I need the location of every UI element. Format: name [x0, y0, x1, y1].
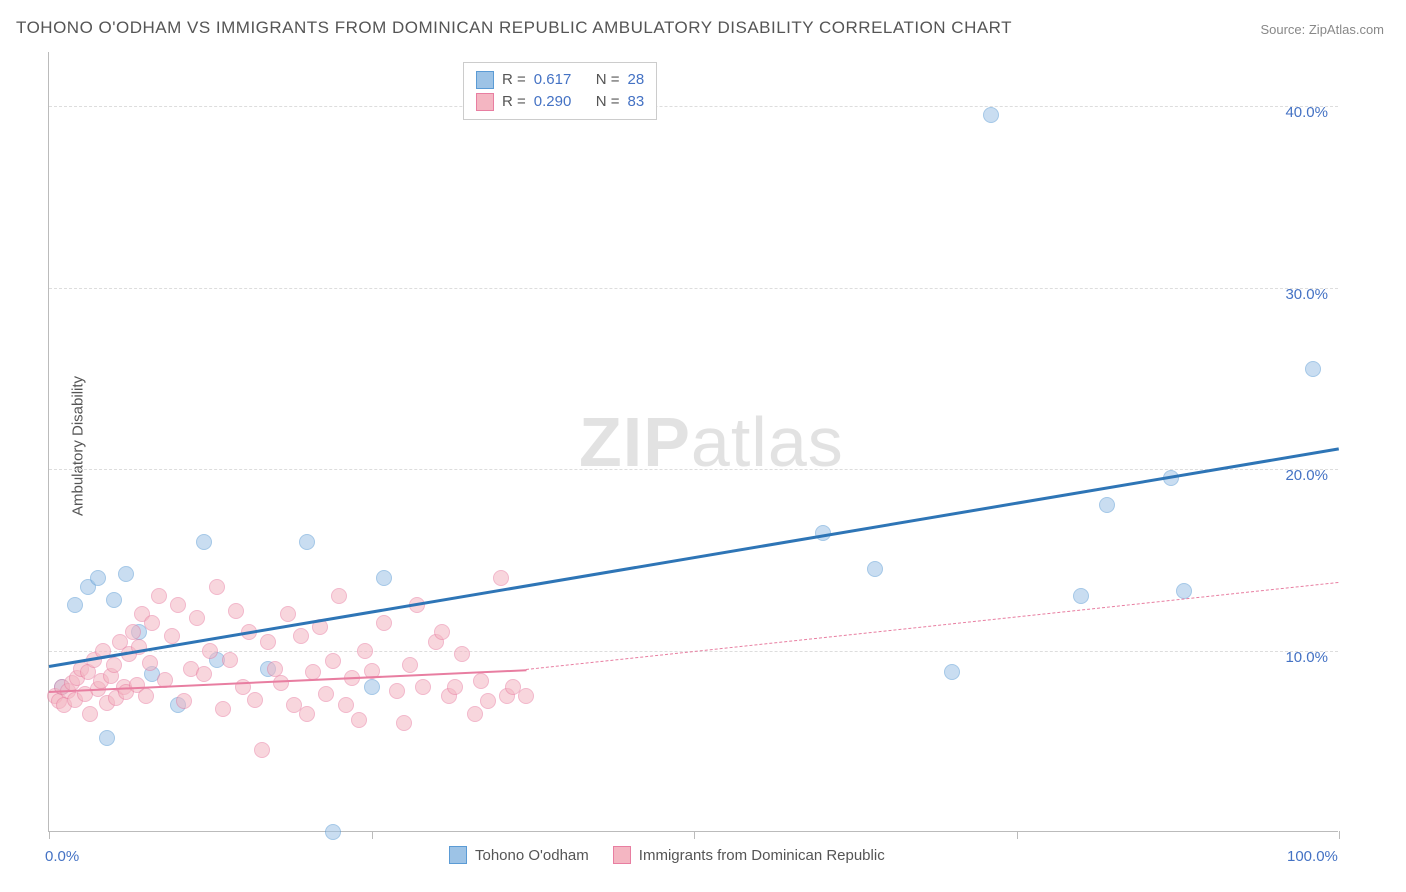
data-point	[280, 606, 296, 622]
gridline-horizontal	[49, 288, 1338, 289]
data-point	[106, 657, 122, 673]
legend-n-label: N =	[596, 69, 620, 91]
legend-row: R = 0.617 N = 28	[476, 69, 644, 91]
source-attribution: Source: ZipAtlas.com	[1260, 22, 1384, 37]
data-point	[138, 688, 154, 704]
scatter-plot-area: ZIPatlas 10.0%20.0%30.0%40.0%0.0%100.0%R…	[48, 52, 1338, 832]
data-point	[196, 666, 212, 682]
data-point	[293, 628, 309, 644]
x-tick	[694, 831, 695, 839]
gridline-horizontal	[49, 106, 1338, 107]
data-point	[325, 824, 341, 840]
data-point	[447, 679, 463, 695]
data-point	[164, 628, 180, 644]
series-legend: Tohono O'odham Immigrants from Dominican …	[449, 846, 885, 864]
data-point	[82, 706, 98, 722]
x-tick-label: 0.0%	[45, 848, 79, 865]
data-point	[331, 588, 347, 604]
trend-line	[526, 582, 1339, 670]
data-point	[90, 570, 106, 586]
data-point	[357, 643, 373, 659]
data-point	[944, 664, 960, 680]
y-tick-label: 10.0%	[1285, 649, 1328, 666]
data-point	[518, 688, 534, 704]
legend-swatch	[476, 71, 494, 89]
data-point	[144, 615, 160, 631]
data-point	[467, 706, 483, 722]
data-point	[338, 697, 354, 713]
gridline-horizontal	[49, 469, 1338, 470]
y-tick-label: 30.0%	[1285, 286, 1328, 303]
data-point	[415, 679, 431, 695]
x-tick-label: 100.0%	[1287, 848, 1338, 865]
data-point	[1176, 583, 1192, 599]
x-tick	[1017, 831, 1018, 839]
data-point	[215, 701, 231, 717]
data-point	[151, 588, 167, 604]
legend-row: R = 0.290 N = 83	[476, 91, 644, 113]
data-point	[106, 592, 122, 608]
data-point	[473, 673, 489, 689]
data-point	[389, 683, 405, 699]
data-point	[189, 610, 205, 626]
x-tick	[1339, 831, 1340, 839]
data-point	[454, 646, 470, 662]
data-point	[1073, 588, 1089, 604]
legend-n-value: 28	[628, 69, 645, 91]
data-point	[118, 566, 134, 582]
trend-line	[49, 447, 1339, 668]
data-point	[196, 534, 212, 550]
legend-item: Immigrants from Dominican Republic	[613, 846, 885, 864]
data-point	[142, 655, 158, 671]
data-point	[1099, 497, 1115, 513]
data-point	[260, 634, 276, 650]
data-point	[1305, 361, 1321, 377]
data-point	[867, 561, 883, 577]
data-point	[364, 679, 380, 695]
legend-swatch	[476, 93, 494, 111]
data-point	[247, 692, 263, 708]
legend-series-name: Immigrants from Dominican Republic	[639, 847, 885, 864]
data-point	[396, 715, 412, 731]
data-point	[299, 706, 315, 722]
x-tick	[372, 831, 373, 839]
data-point	[325, 653, 341, 669]
chart-title: TOHONO O'ODHAM VS IMMIGRANTS FROM DOMINI…	[16, 18, 1012, 38]
data-point	[351, 712, 367, 728]
data-point	[376, 570, 392, 586]
y-tick-label: 20.0%	[1285, 467, 1328, 484]
data-point	[434, 624, 450, 640]
y-tick-label: 40.0%	[1285, 104, 1328, 121]
data-point	[209, 579, 225, 595]
data-point	[273, 675, 289, 691]
data-point	[222, 652, 238, 668]
legend-r-value: 0.617	[534, 69, 588, 91]
data-point	[318, 686, 334, 702]
legend-series-name: Tohono O'odham	[475, 847, 589, 864]
data-point	[254, 742, 270, 758]
legend-r-label: R =	[502, 91, 526, 113]
data-point	[228, 603, 244, 619]
data-point	[67, 597, 83, 613]
legend-swatch	[449, 846, 467, 864]
data-point	[99, 730, 115, 746]
correlation-legend: R = 0.617 N = 28 R = 0.290 N = 83	[463, 62, 657, 120]
x-tick	[49, 831, 50, 839]
legend-n-value: 83	[628, 91, 645, 113]
data-point	[202, 643, 218, 659]
legend-r-label: R =	[502, 69, 526, 91]
data-point	[402, 657, 418, 673]
legend-swatch	[613, 846, 631, 864]
data-point	[176, 693, 192, 709]
legend-n-label: N =	[596, 91, 620, 113]
data-point	[983, 107, 999, 123]
data-point	[376, 615, 392, 631]
data-point	[170, 597, 186, 613]
data-point	[299, 534, 315, 550]
legend-r-value: 0.290	[534, 91, 588, 113]
data-point	[480, 693, 496, 709]
data-point	[493, 570, 509, 586]
legend-item: Tohono O'odham	[449, 846, 589, 864]
